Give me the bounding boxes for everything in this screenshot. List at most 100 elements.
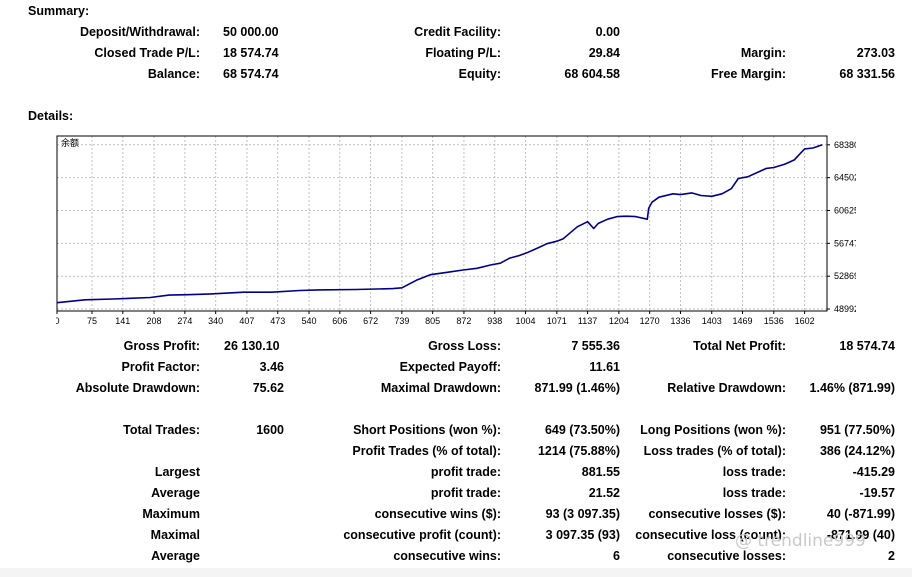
x-tick-label: 606 <box>332 316 347 326</box>
x-tick-label: 274 <box>177 316 192 326</box>
avg-consecutive-losses-value: 2 <box>888 549 895 563</box>
balance-chart: 0 75 141 208 274 340 407 473 540 606 672 739 805 872 9… <box>56 135 856 326</box>
free-margin-value: 68 331.56 <box>839 67 895 81</box>
x-tick-label: 739 <box>394 316 409 326</box>
maximal-consecutive-profit-value: 3 097.35 (93) <box>545 528 620 542</box>
relative-drawdown-value: 1.46% (871.99) <box>809 381 895 395</box>
maximal-label: Maximal <box>150 528 200 542</box>
long-positions-label: Long Positions (won %): <box>640 423 786 437</box>
max-consecutive-wins-value: 93 (3 097.35) <box>545 507 620 521</box>
x-tick-label: 340 <box>208 316 223 326</box>
closed-pl-label: Closed Trade P/L: <box>94 46 200 60</box>
x-tick-label: 473 <box>270 316 285 326</box>
largest-profit-value: 881.55 <box>581 465 620 479</box>
equity-label: Equity: <box>458 67 501 81</box>
maximal-consecutive-profit-label: consecutive profit (count): <box>343 528 501 542</box>
y-tick-label: 48992 <box>834 304 856 314</box>
plot-frame <box>56 135 828 312</box>
absolute-drawdown-label: Absolute Drawdown: <box>75 381 200 395</box>
average-loss-value: -19.57 <box>859 486 895 500</box>
max-consecutive-wins-label: consecutive wins ($): <box>374 507 501 521</box>
balance-value: 68 574.74 <box>223 67 279 81</box>
maximal-drawdown-value: 871.99 (1.46%) <box>534 381 620 395</box>
x-tick-label: 1602 <box>795 316 815 326</box>
gross-loss-label: Gross Loss: <box>428 339 501 353</box>
balance-line <box>56 144 823 304</box>
short-positions-label: Short Positions (won %): <box>353 423 501 437</box>
average2-label: Average <box>151 549 200 563</box>
max-consecutive-losses-value: 40 (-871.99) <box>826 507 895 521</box>
profit-factor-label: Profit Factor: <box>121 360 200 374</box>
footer-bar <box>0 568 912 577</box>
equity-value: 68 604.58 <box>564 67 620 81</box>
largest-profit-label: profit trade: <box>430 465 501 479</box>
details-title: Details: <box>28 109 74 123</box>
margin-label: Margin: <box>740 46 786 60</box>
y-tick-label: 52869 <box>834 271 856 281</box>
long-positions-value: 951 (77.50%) <box>819 423 895 437</box>
average-profit-label: profit trade: <box>430 486 501 500</box>
profit-trades-label: Profit Trades (% of total): <box>352 444 501 458</box>
relative-drawdown-label: Relative Drawdown: <box>667 381 786 395</box>
x-tick-label: 0 <box>56 316 60 326</box>
credit-label: Credit Facility: <box>414 25 501 39</box>
x-tick-label: 938 <box>487 316 502 326</box>
x-tick-label: 872 <box>456 316 471 326</box>
gross-profit-value: 26 130.10 <box>224 339 280 353</box>
x-tick-label: 1004 <box>516 316 536 326</box>
balance-label: Balance: <box>147 67 200 81</box>
total-net-profit-label: Total Net Profit: <box>693 339 786 353</box>
short-positions-value: 649 (73.50%) <box>544 423 620 437</box>
avg-consecutive-wins-label: consecutive wins: <box>393 549 501 563</box>
x-tick-label: 75 <box>87 316 97 326</box>
average-loss-label: loss trade: <box>722 486 786 500</box>
x-tick-label: 1204 <box>609 316 629 326</box>
loss-trades-value: 386 (24.12%) <box>819 444 895 458</box>
y-tick-label: 68380 <box>834 140 856 150</box>
gross-profit-label: Gross Profit: <box>123 339 200 353</box>
largest-label: Largest <box>154 465 200 479</box>
avg-consecutive-losses-label: consecutive losses: <box>667 549 786 563</box>
deposit-value: 50 000.00 <box>223 25 279 39</box>
expected-payoff-label: Expected Payoff: <box>399 360 501 374</box>
closed-pl-value: 18 574.74 <box>223 46 279 60</box>
expected-payoff-value: 11.61 <box>589 360 620 374</box>
deposit-label: Deposit/Withdrawal: <box>79 25 200 39</box>
x-tick-label: 1270 <box>640 316 660 326</box>
x-tick-label: 407 <box>239 316 254 326</box>
profit-factor-value: 3.46 <box>259 360 284 374</box>
loss-trades-label: Loss trades (% of total): <box>643 444 786 458</box>
free-margin-label: Free Margin: <box>710 67 786 81</box>
x-tick-label: 805 <box>425 316 440 326</box>
x-tick-label: 1137 <box>578 316 597 326</box>
profit-trades-value: 1214 (75.88%) <box>537 444 620 458</box>
x-tick-label: 540 <box>301 316 316 326</box>
max-consecutive-losses-label: consecutive losses ($): <box>648 507 786 521</box>
absolute-drawdown-value: 75.62 <box>252 381 284 395</box>
credit-value: 0.00 <box>595 25 620 39</box>
maximum-label: Maximum <box>142 507 200 521</box>
maximal-drawdown-label: Maximal Drawdown: <box>380 381 501 395</box>
average-profit-value: 21.52 <box>588 486 620 500</box>
largest-loss-label: loss trade: <box>722 465 786 479</box>
x-tick-label: 1469 <box>733 316 753 326</box>
watermark: @ trendline999 <box>735 531 866 551</box>
floating-pl-value: 29.84 <box>588 46 620 60</box>
maximal-consecutive-loss-label: consecutive loss (count): <box>635 528 786 542</box>
maximal-consecutive-loss-value: -871.99 (40) <box>826 528 895 542</box>
x-tick-label: 1536 <box>764 316 784 326</box>
x-tick-label: 141 <box>115 316 130 326</box>
y-tick-label: 56747 <box>834 238 856 248</box>
y-tick-label: 64502 <box>834 173 856 183</box>
x-tick-label: 208 <box>147 316 162 326</box>
x-tick-label: 672 <box>363 316 378 326</box>
floating-pl-label: Floating P/L: <box>425 46 501 60</box>
x-tick-label: 1071 <box>547 316 567 326</box>
largest-loss-value: -415.29 <box>852 465 895 479</box>
average-label: Average <box>151 486 200 500</box>
gross-loss-value: 7 555.36 <box>571 339 620 353</box>
x-tick-label: 1403 <box>702 316 722 326</box>
x-tick-label: 1336 <box>670 316 690 326</box>
summary-title: Summary: <box>28 4 90 18</box>
